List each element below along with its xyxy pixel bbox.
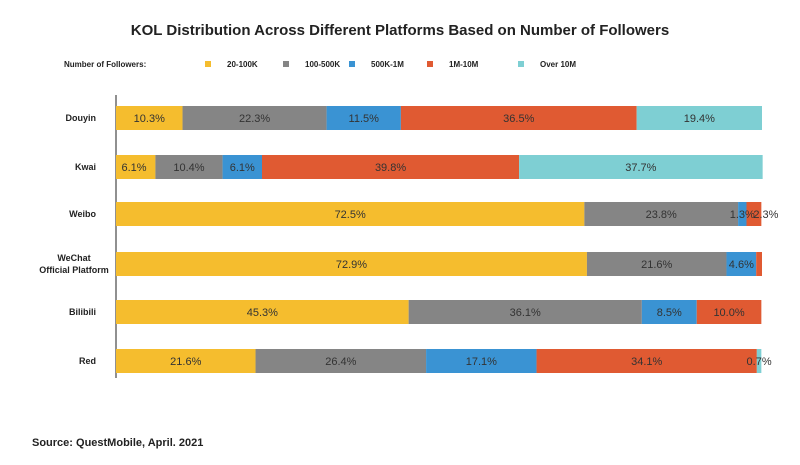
value-label: 39.8% bbox=[375, 162, 406, 174]
bar-segment bbox=[641, 300, 697, 324]
value-label: 19.4% bbox=[684, 113, 715, 125]
value-label: 10.4% bbox=[173, 162, 204, 174]
value-label: 17.1% bbox=[466, 356, 497, 368]
bar-segment bbox=[116, 252, 587, 276]
bars: 10.3% 22.3% 11.5% 36.5% 19.4% 6.1% 10.4% 6.1% 39… bbox=[116, 106, 779, 373]
legend-title: Number of Followers: bbox=[64, 60, 146, 69]
legend-swatch-3 bbox=[349, 61, 355, 67]
bar-segment bbox=[636, 106, 762, 130]
legend: Number of Followers: 20-100K 100-500K 500K… bbox=[64, 60, 576, 69]
category-label: WeChat bbox=[57, 253, 90, 263]
bar-segment bbox=[400, 106, 637, 130]
bar-segment bbox=[726, 252, 757, 276]
bar-segment bbox=[182, 106, 327, 130]
bar-segment bbox=[155, 155, 223, 179]
bar-segment bbox=[116, 300, 409, 324]
legend-label-1: 20-100K bbox=[227, 60, 258, 69]
value-label: 6.1% bbox=[121, 162, 146, 174]
value-label: 4.6% bbox=[729, 259, 754, 271]
legend-label-2: 100-500K bbox=[305, 60, 340, 69]
bar-segment bbox=[746, 202, 762, 226]
legend-label-5: Over 10M bbox=[540, 60, 576, 69]
value-label: 72.9% bbox=[336, 259, 367, 271]
bar-segment bbox=[756, 349, 762, 373]
bar-segment bbox=[756, 252, 762, 276]
value-label: 36.1% bbox=[510, 307, 541, 319]
value-label: 1.3% bbox=[730, 209, 755, 221]
value-label: 34.1% bbox=[631, 356, 662, 368]
legend-label-4: 1M-10M bbox=[449, 60, 479, 69]
category-labels: Douyin Kwai Weibo WeChat Official Platform Bi… bbox=[39, 113, 109, 366]
bar-segment bbox=[326, 106, 401, 130]
bar-segment bbox=[696, 300, 762, 324]
bar-segment bbox=[586, 252, 727, 276]
source-note: Source: QuestMobile, April. 2021 bbox=[32, 437, 203, 449]
bar-segment bbox=[738, 202, 747, 226]
category-label: Bilibili bbox=[69, 307, 96, 317]
value-label: 10.3% bbox=[134, 113, 165, 125]
category-label: Weibo bbox=[69, 209, 96, 219]
category-label: Douyin bbox=[66, 113, 97, 123]
bar-segment bbox=[255, 349, 427, 373]
value-label: 23.8% bbox=[646, 209, 677, 221]
value-label: 72.5% bbox=[335, 209, 366, 221]
chart-title: KOL Distribution Across Different Platfo… bbox=[131, 22, 669, 39]
legend-swatch-1 bbox=[205, 61, 211, 67]
bar-segment bbox=[116, 202, 585, 226]
category-label: Official Platform bbox=[39, 265, 109, 275]
value-label: 45.3% bbox=[247, 307, 278, 319]
category-label: Red bbox=[79, 356, 96, 366]
value-label: 0.7% bbox=[747, 356, 772, 368]
bar-segment bbox=[584, 202, 739, 226]
value-label: 6.1% bbox=[230, 162, 255, 174]
legend-swatch-2 bbox=[283, 61, 289, 67]
bar-segment bbox=[116, 349, 256, 373]
legend-label-3: 500K-1M bbox=[371, 60, 404, 69]
value-label: 8.5% bbox=[657, 307, 682, 319]
value-label: 37.7% bbox=[625, 162, 656, 174]
bar-segment bbox=[408, 300, 642, 324]
bar-segment bbox=[116, 106, 183, 130]
value-label: 26.4% bbox=[325, 356, 356, 368]
bar-segment bbox=[222, 155, 262, 179]
bar-segment bbox=[116, 155, 156, 179]
value-label: 11.5% bbox=[349, 113, 380, 125]
bar-segment bbox=[536, 349, 757, 373]
legend-swatch-5 bbox=[518, 61, 524, 67]
category-label: Kwai bbox=[75, 162, 96, 172]
value-label: 36.5% bbox=[503, 113, 534, 125]
value-label: 10.0% bbox=[713, 307, 744, 319]
value-label: 21.6% bbox=[641, 259, 672, 271]
bar-segment bbox=[261, 155, 520, 179]
legend-swatch-4 bbox=[427, 61, 433, 67]
value-label: 22.3% bbox=[239, 113, 270, 125]
value-label: 2.3% bbox=[753, 209, 778, 221]
bar-segment bbox=[426, 349, 537, 373]
value-label: 21.6% bbox=[170, 356, 201, 368]
bar-segment bbox=[519, 155, 763, 179]
